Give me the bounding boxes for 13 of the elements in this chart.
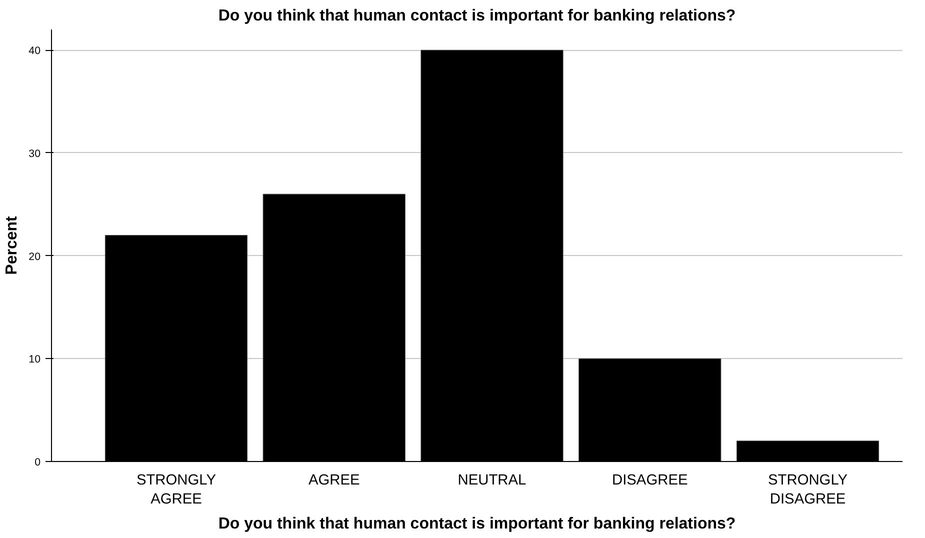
y-tick-label: 30 [28,148,41,160]
x-tick-label: DISAGREE [612,472,688,488]
y-tick-label: 40 [28,45,41,58]
x-tick-label: STRONGLY AGREE [136,472,216,508]
y-axis-title: Percent [4,215,21,275]
y-tick-label: 20 [28,250,41,263]
x-tick-label: AGREE [308,472,360,488]
y-tick-label: 10 [28,354,41,366]
x-axis-title: Do you think that human contact is important for banking relations? [218,516,736,533]
y-tick-label: 0 [34,456,41,468]
chart-title: Do you think that human contact is important for banking relations? [218,8,736,24]
x-tick-label: NEUTRAL [458,472,526,488]
x-tick-label: STRONGLY DISAGREE [768,472,848,508]
